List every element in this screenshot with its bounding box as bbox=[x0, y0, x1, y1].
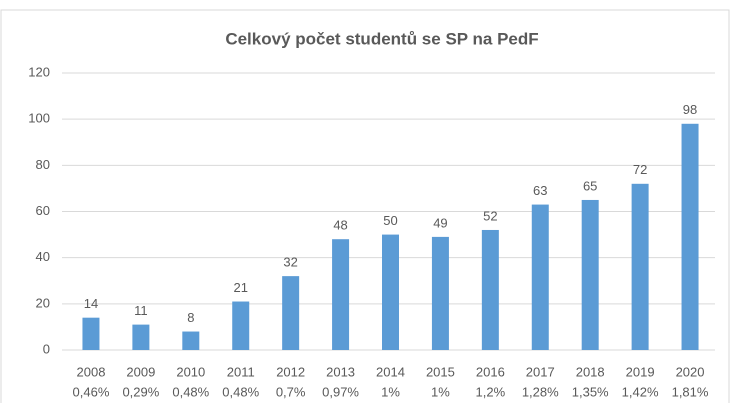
x-tick-label: 2012 bbox=[276, 364, 305, 379]
x-tick-sublabel: 0,46% bbox=[73, 384, 110, 399]
data-label: 50 bbox=[383, 213, 397, 228]
x-tick-sublabel: 1,42% bbox=[622, 384, 659, 399]
chart-border bbox=[0, 9, 730, 403]
x-tick-label: 2013 bbox=[326, 364, 355, 379]
x-tick-label: 2016 bbox=[476, 364, 505, 379]
bar bbox=[182, 331, 200, 350]
data-label: 21 bbox=[233, 280, 247, 295]
data-label: 32 bbox=[283, 255, 297, 270]
y-tick-label: 0 bbox=[43, 341, 50, 356]
data-label: 11 bbox=[134, 303, 148, 318]
x-tick-sublabel: 1,2% bbox=[476, 384, 506, 399]
y-tick-label: 100 bbox=[28, 111, 50, 126]
data-label: 14 bbox=[84, 296, 98, 311]
bar bbox=[132, 324, 150, 350]
x-tick-sublabel: 1,35% bbox=[572, 384, 609, 399]
data-label: 98 bbox=[683, 102, 697, 117]
x-tick-sublabel: 0,48% bbox=[222, 384, 259, 399]
x-tick-sublabel: 1% bbox=[381, 384, 400, 399]
bar bbox=[681, 123, 699, 351]
y-tick-label: 60 bbox=[36, 203, 50, 218]
x-tick-sublabel: 0,97% bbox=[322, 384, 359, 399]
data-label: 49 bbox=[433, 215, 447, 230]
x-tick-label: 2008 bbox=[77, 364, 106, 379]
x-tick-label: 2014 bbox=[376, 364, 405, 379]
bar bbox=[431, 236, 449, 350]
x-tick-sublabel: 0,29% bbox=[122, 384, 159, 399]
data-label: 63 bbox=[533, 183, 547, 198]
x-tick-label: 2011 bbox=[227, 364, 255, 379]
y-tick-label: 40 bbox=[36, 249, 50, 264]
x-tick-label: 2019 bbox=[626, 364, 655, 379]
x-tick-sublabel: 0,7% bbox=[276, 384, 306, 399]
data-label: 72 bbox=[633, 162, 647, 177]
y-tick-label: 20 bbox=[36, 295, 50, 310]
x-tick-label: 2015 bbox=[426, 364, 455, 379]
bar bbox=[631, 183, 649, 350]
x-tick-label: 2020 bbox=[676, 364, 705, 379]
x-tick-sublabel: 1,81% bbox=[672, 384, 709, 399]
data-label: 65 bbox=[583, 178, 597, 193]
data-label: 48 bbox=[333, 218, 347, 233]
x-tick-label: 2010 bbox=[176, 364, 205, 379]
x-tick-sublabel: 1,28% bbox=[522, 384, 559, 399]
bar bbox=[232, 301, 250, 350]
x-tick-sublabel: 1% bbox=[431, 384, 450, 399]
y-tick-label: 120 bbox=[28, 64, 50, 79]
data-label: 52 bbox=[483, 208, 497, 223]
x-tick-label: 2018 bbox=[576, 364, 605, 379]
bar bbox=[382, 234, 399, 350]
bar bbox=[332, 239, 350, 350]
bar bbox=[82, 317, 100, 350]
y-tick-label: 80 bbox=[36, 157, 50, 172]
bar bbox=[581, 199, 599, 350]
x-tick-label: 2009 bbox=[126, 364, 155, 379]
bar bbox=[531, 204, 549, 350]
chart-title: Celkový počet studentů se SP na PedF bbox=[225, 29, 538, 48]
x-tick-sublabel: 0,48% bbox=[172, 384, 209, 399]
x-tick-label: 2017 bbox=[526, 364, 555, 379]
bar bbox=[282, 276, 300, 350]
data-label: 8 bbox=[187, 310, 194, 325]
bar bbox=[481, 229, 499, 350]
